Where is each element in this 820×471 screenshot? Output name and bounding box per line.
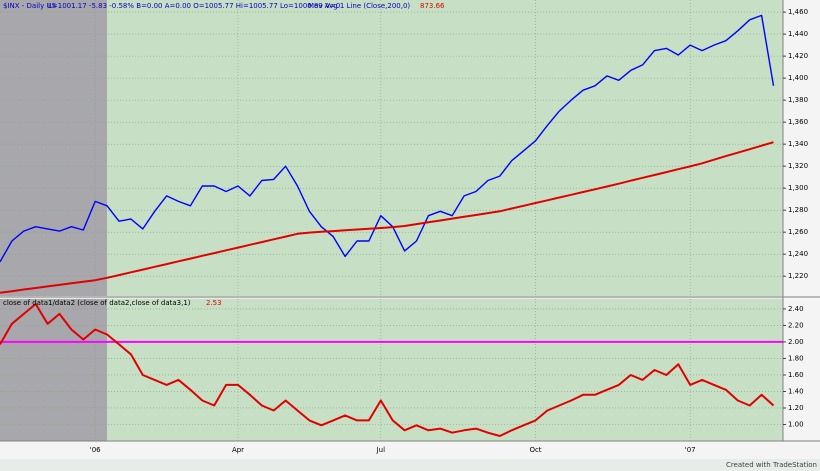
series-line [0, 141, 774, 294]
quote: L=1001.17 -5.83 -0.58% B=0.00 A=0.00 O=1… [48, 2, 340, 10]
y-tick-label: 1,420 [788, 52, 808, 60]
y-tick-label: 1,460 [788, 8, 808, 16]
series-line [0, 14, 775, 263]
y-tick-label: 1.80 [788, 354, 804, 362]
legend-label: close of data1/data2 (close of data2,clo… [3, 299, 191, 307]
legend-value: 2.53 [206, 299, 222, 307]
x-tick-label: '06 [90, 446, 101, 454]
y-tick-label: 1.00 [788, 420, 804, 428]
header: $INX - Daily US L=1001.17 -5.83 -0.58% B… [3, 2, 445, 307]
y-tick-label: 1,440 [788, 30, 808, 38]
y-tick-label: 1,360 [788, 118, 808, 126]
y-tick-label: 2.20 [788, 321, 804, 329]
x-tick-label: Oct [529, 446, 541, 454]
legend-value: 873.66 [420, 2, 445, 10]
y-tick-label: 1,220 [788, 272, 808, 280]
y-tick-label: 1.20 [788, 404, 804, 412]
y-tick-label: 1,300 [788, 184, 808, 192]
footer: Created with TradeStation [726, 461, 817, 469]
x-tick-label: Jul [376, 446, 386, 454]
y-tick-label: 1,240 [788, 250, 808, 258]
y-tick-label: 2.40 [788, 305, 804, 313]
y-tick-label: 1,340 [788, 140, 808, 148]
y-tick-label: 1,400 [788, 74, 808, 82]
shaded-region [0, 299, 107, 441]
legend-label: Mov Avg 1 Line (Close,200,0) [308, 2, 410, 10]
y-tick-label: 1.40 [788, 387, 804, 395]
shaded-region [0, 0, 107, 296]
y-tick-label: 1,320 [788, 162, 808, 170]
x-axis-area [0, 441, 820, 459]
x-tick-label: '07 [685, 446, 696, 454]
symbol: $INX - Daily US [3, 2, 57, 10]
y-tick-label: 1,280 [788, 206, 808, 214]
y-tick-label: 2.00 [788, 338, 804, 346]
x-tick-label: Apr [232, 446, 244, 454]
axis-area [783, 0, 820, 441]
y-tick-label: 1,260 [788, 228, 808, 236]
y-tick-label: 1.60 [788, 371, 804, 379]
price-panel [0, 0, 783, 296]
y-tick-label: 1,380 [788, 96, 808, 104]
series-line [0, 303, 775, 437]
